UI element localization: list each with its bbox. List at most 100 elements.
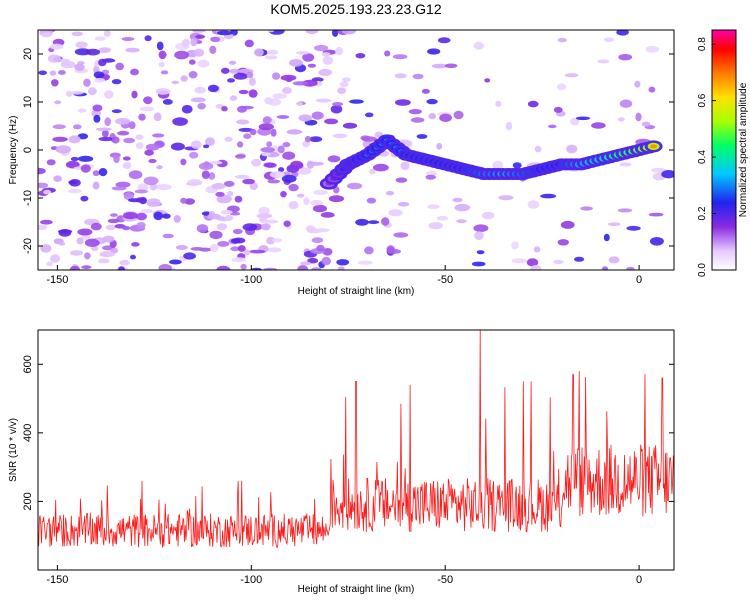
- heatmap-noise-blob: [282, 141, 291, 148]
- heatmap-noise-blob: [80, 195, 89, 202]
- heatmap-noise-blob: [205, 137, 215, 147]
- heatmap-noise-blob: [641, 121, 651, 127]
- heatmap-noise-blob: [175, 245, 188, 250]
- heatmap-noise-blob: [481, 211, 495, 220]
- heatmap-noise-blob: [392, 54, 408, 60]
- heatmap-noise-blob: [264, 219, 279, 224]
- heatmap-noise-blob: [158, 50, 167, 60]
- heatmap-noise-blob: [386, 245, 395, 254]
- heatmap-noise-blob: [471, 261, 486, 267]
- heatmap-noise-blob: [209, 230, 223, 240]
- heatmap-noise-blob: [234, 154, 246, 159]
- heatmap-noise-blob: [53, 175, 62, 182]
- snr-frame: [37, 329, 675, 571]
- heatmap-noise-blob: [54, 100, 62, 105]
- heatmap-noise-blob: [313, 189, 329, 195]
- heatmap-noise-blob: [570, 117, 580, 126]
- heatmap-noise-blob: [278, 167, 285, 173]
- heatmap-noise-blob: [309, 136, 323, 143]
- heatmap-noise-blob: [292, 81, 308, 86]
- heatmap-noise-blob: [209, 243, 219, 252]
- heatmap-noise-blob: [104, 90, 114, 99]
- heatmap-noise-blob: [156, 165, 163, 170]
- heatmap-noise-blob: [261, 152, 271, 157]
- heatmap-noise-blob: [302, 140, 311, 148]
- heatmap-noise-blob: [143, 96, 153, 105]
- heatmap-noise-blob: [237, 105, 247, 113]
- heatmap-noise-blob: [92, 104, 103, 112]
- heatmap-noise-blob: [311, 111, 324, 120]
- heatmap-noise-blob: [187, 179, 203, 186]
- heatmap-noise-blob: [136, 221, 146, 229]
- heatmap-noise-blob: [454, 203, 471, 212]
- heatmap-noise-blob: [145, 143, 160, 151]
- heatmap-noise-blob: [322, 56, 334, 65]
- heatmap-noise-blob: [484, 78, 491, 83]
- heatmap-y-ticks: -20 -10 0 10 20: [22, 48, 674, 254]
- heatmap-noise-blob: [498, 195, 514, 201]
- heatmap-noise-blob: [119, 259, 130, 266]
- heatmap-noise-blob: [118, 266, 125, 270]
- heatmap-noise-blob: [218, 216, 226, 222]
- heatmap-noise-blob: [162, 213, 171, 219]
- heatmap-noise-blob: [115, 181, 131, 188]
- ridge-core-blob: [650, 144, 658, 149]
- heatmap-noise-blob: [55, 145, 72, 154]
- heatmap-noise-blob: [511, 258, 527, 264]
- heatmap-noise-blob: [366, 197, 377, 204]
- heatmap-noise-blob: [134, 189, 148, 194]
- heatmap-noise-blob: [169, 259, 182, 265]
- heatmap-noise-blob: [361, 136, 377, 142]
- heatmap-noise-blob: [152, 133, 165, 138]
- heatmap-noise-blob: [533, 246, 541, 253]
- heatmap-noise-blob: [156, 41, 164, 51]
- heatmap-noise-blob: [556, 83, 567, 91]
- heatmap-noise-blob: [77, 228, 93, 236]
- heatmap-noise-blob: [138, 113, 146, 121]
- heatmap-noise-blob: [316, 244, 325, 252]
- heatmap-noise-blob: [58, 70, 66, 75]
- heatmap-noise-blob: [92, 170, 100, 177]
- heatmap-noise-blob: [266, 141, 273, 148]
- heatmap-noise-blob: [330, 104, 343, 114]
- heatmap-noise-blob: [369, 168, 376, 175]
- heatmap-noise-blob: [527, 200, 540, 209]
- heatmap-noise-blob: [102, 129, 109, 138]
- heatmap-noise-blob: [94, 78, 106, 83]
- heatmap-noise-blob: [77, 155, 94, 162]
- heatmap-noise-blob: [408, 109, 422, 115]
- y-tick-label: 20: [22, 48, 34, 60]
- snr-x-ticks: -150 -100 -50 0: [46, 565, 642, 586]
- heatmap-noise-blob: [436, 142, 443, 150]
- heatmap-noise-blob: [476, 250, 485, 255]
- heatmap-noise-blob: [267, 30, 275, 33]
- heatmap-noise-blob: [122, 225, 130, 231]
- y-tick-label: 400: [22, 424, 34, 442]
- heatmap-noise-blob: [111, 79, 122, 85]
- colorbar: 0.0 0.2 0.4 0.6 0.8 Normalized spectral ampl…: [697, 29, 749, 277]
- heatmap-noise-blob: [530, 264, 542, 270]
- heatmap-noise-blob: [107, 218, 120, 224]
- heatmap-noise-blob: [355, 53, 366, 59]
- heatmap-noise-blob: [49, 70, 57, 76]
- heatmap-noise-blob: [98, 168, 108, 177]
- heatmap-noise-blob: [349, 99, 364, 104]
- heatmap-noise-blob: [511, 241, 519, 250]
- heatmap-noise-blob: [123, 212, 138, 220]
- heatmap-noise-blob: [397, 202, 410, 207]
- heatmap-noise-blob: [38, 70, 47, 76]
- heatmap-noise-blob: [416, 134, 428, 139]
- heatmap-noise-blob: [83, 78, 91, 87]
- heatmap-noise-blob: [162, 233, 174, 239]
- heatmap-noise-blob: [70, 156, 79, 162]
- heatmap-noise-blob: [117, 130, 130, 136]
- heatmap-noise-blob: [130, 68, 139, 76]
- heatmap-noise-blob: [367, 220, 380, 225]
- heatmap-noise-blob: [425, 174, 436, 180]
- heatmap-noise-blob: [575, 116, 591, 121]
- heatmap-noise-blob: [227, 78, 235, 83]
- heatmap-noise-blob: [197, 102, 206, 110]
- heatmap-noise-blob: [277, 145, 285, 154]
- heatmap-noise-blob: [250, 267, 262, 270]
- heatmap-noise-blob: [236, 119, 250, 125]
